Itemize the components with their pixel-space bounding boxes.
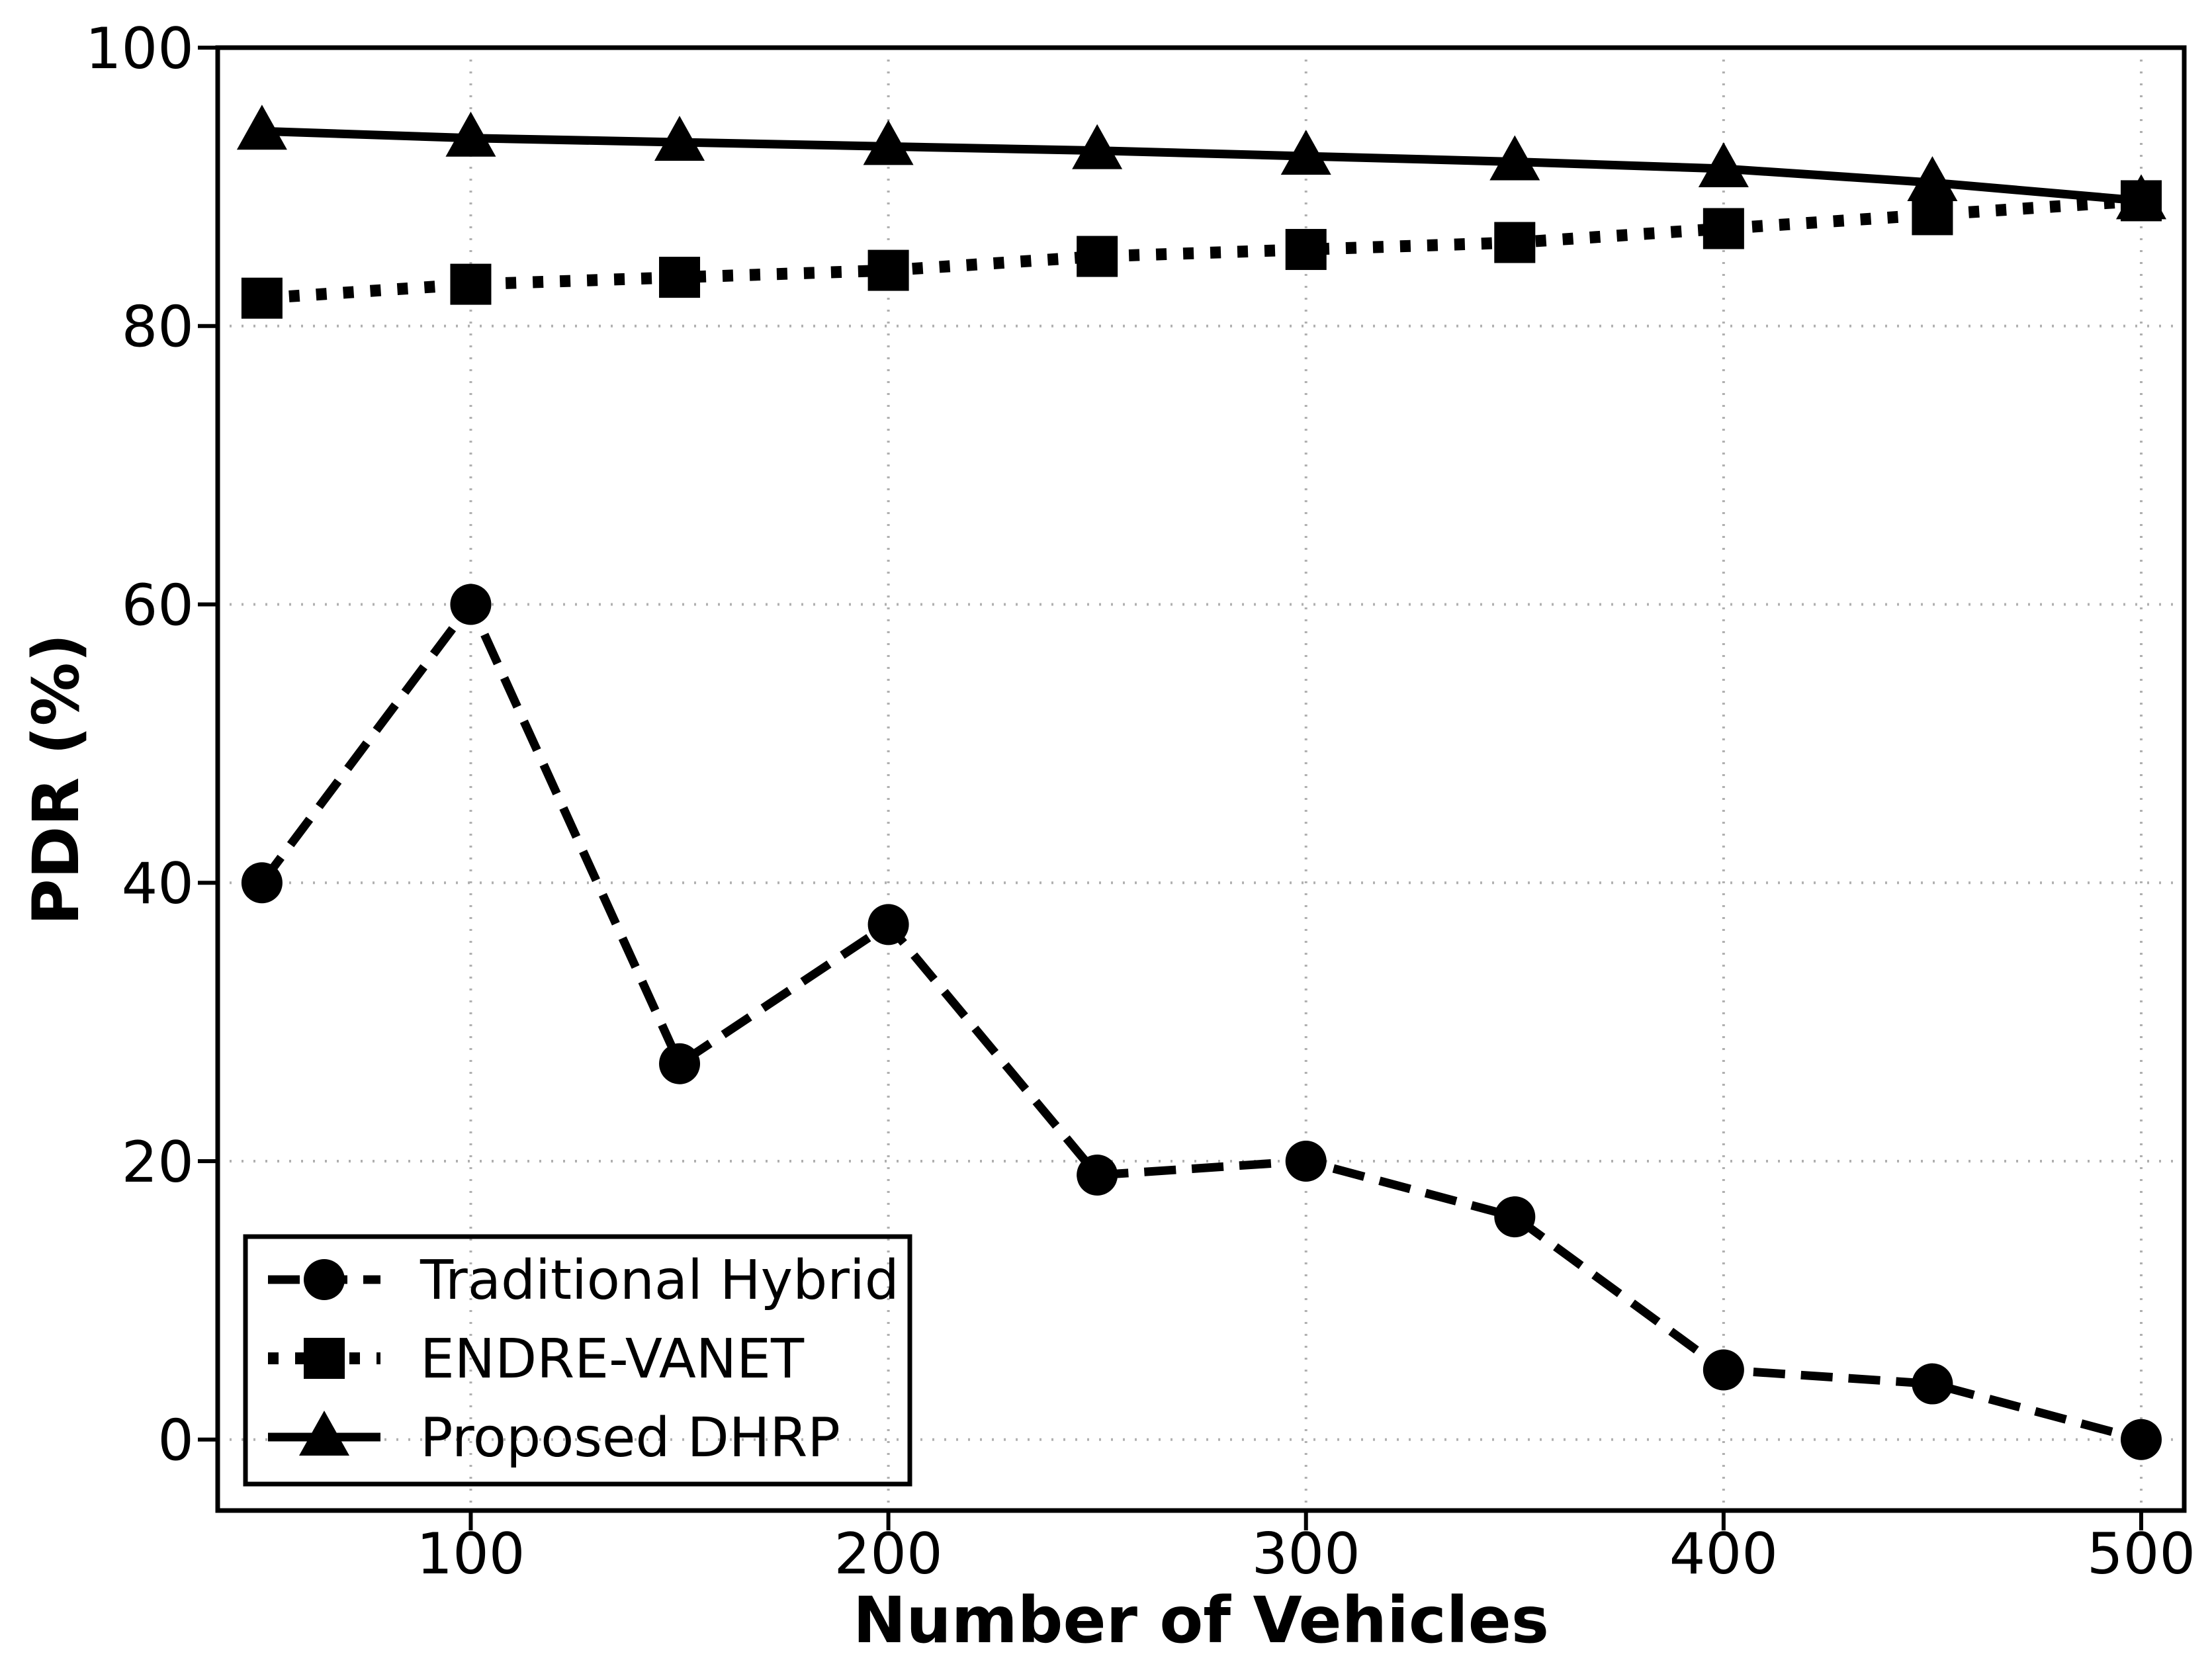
legend-marker-circle-icon <box>304 1259 345 1300</box>
data-point-endre-vanet <box>241 277 283 319</box>
y-tick-label: 20 <box>122 1129 194 1196</box>
legend-marker-triangle-icon <box>299 1411 349 1456</box>
data-point-endre-vanet <box>1285 229 1327 271</box>
data-point-endre-vanet <box>1703 208 1744 249</box>
data-point-proposed-dhrp <box>2115 174 2166 220</box>
x-tick-label: 400 <box>1669 1521 1778 1587</box>
y-axis-label: PDR (%) <box>19 633 93 925</box>
data-point-proposed-dhrp <box>1489 135 1540 181</box>
data-point-endre-vanet <box>1077 236 1118 277</box>
series-line-proposed-dhrp <box>261 126 2142 205</box>
x-axis-label: Number of Vehicles <box>853 1583 1549 1657</box>
y-tick-label: 100 <box>85 16 194 82</box>
data-point-proposed-dhrp <box>1698 142 1749 188</box>
data-point-proposed-dhrp <box>1907 156 1958 202</box>
legend-label-endre-vanet: ENDRE-VANET <box>420 1328 805 1391</box>
x-tick-label: 100 <box>416 1521 525 1587</box>
x-tick-label: 500 <box>2087 1521 2195 1587</box>
data-point-traditional-hybrid <box>1912 1363 1953 1405</box>
plot-border <box>215 45 2187 1513</box>
data-point-traditional-hybrid <box>1494 1196 1536 1238</box>
series-line-traditional-hybrid <box>258 595 2143 1444</box>
y-tick-label: 60 <box>122 572 194 638</box>
data-point-proposed-dhrp <box>654 116 705 161</box>
legend-box <box>243 1234 912 1487</box>
data-point-traditional-hybrid <box>659 1043 701 1084</box>
data-point-traditional-hybrid <box>1703 1349 1744 1391</box>
data-point-endre-vanet <box>1494 222 1536 263</box>
legend-label-traditional-hybrid: Traditional Hybrid <box>420 1249 899 1312</box>
data-point-endre-vanet <box>450 263 492 305</box>
legend-marker-square-icon <box>304 1338 345 1379</box>
data-point-proposed-dhrp <box>445 111 496 157</box>
x-tick-label: 200 <box>834 1521 943 1587</box>
data-point-traditional-hybrid <box>450 584 492 625</box>
y-tick-label: 0 <box>157 1408 194 1474</box>
data-point-traditional-hybrid <box>1077 1155 1118 1196</box>
data-point-proposed-dhrp <box>236 105 287 150</box>
y-tick-label: 80 <box>122 294 194 361</box>
data-point-endre-vanet <box>867 249 909 291</box>
data-point-proposed-dhrp <box>1072 124 1123 169</box>
data-point-proposed-dhrp <box>863 120 914 165</box>
series-line-endre-vanet <box>261 195 2142 304</box>
data-point-traditional-hybrid <box>2120 1419 2162 1460</box>
legend-label-proposed-dhrp: Proposed DHRP <box>420 1407 840 1469</box>
y-tick-label: 40 <box>122 851 194 917</box>
data-point-proposed-dhrp <box>1280 130 1331 175</box>
x-tick-label: 300 <box>1252 1521 1360 1587</box>
data-point-endre-vanet <box>659 257 701 298</box>
data-point-traditional-hybrid <box>867 904 909 945</box>
data-point-traditional-hybrid <box>241 862 283 904</box>
data-point-traditional-hybrid <box>1285 1140 1327 1182</box>
